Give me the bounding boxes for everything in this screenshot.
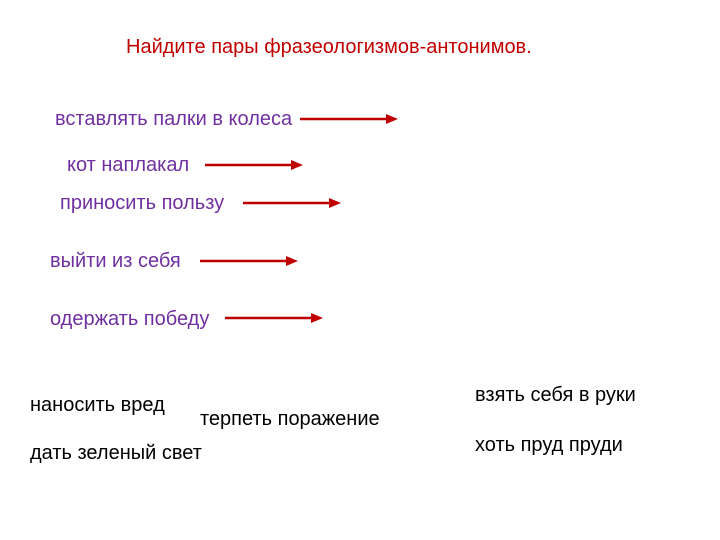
arrow-icon <box>243 195 343 211</box>
bottom-phrase: дать зеленый свет <box>30 442 202 465</box>
arrow-icon <box>205 157 305 173</box>
left-phrase: кот наплакал <box>67 154 189 177</box>
arrow-icon <box>225 310 325 326</box>
arrow-icon <box>300 111 400 127</box>
arrow-icon <box>200 253 300 269</box>
left-phrase: вставлять палки в колеса <box>55 108 292 131</box>
bottom-phrase: терпеть поражение <box>200 408 380 431</box>
exercise-title: Найдите пары фразеологизмов-антонимов. <box>126 36 532 59</box>
left-phrase: выйти из себя <box>50 250 181 273</box>
left-phrase: одержать победу <box>50 308 209 331</box>
left-phrase: приносить пользу <box>60 192 224 215</box>
bottom-phrase: наносить вред <box>30 394 165 417</box>
bottom-phrase: взять себя в руки <box>475 384 636 407</box>
bottom-phrase: хоть пруд пруди <box>475 434 623 457</box>
